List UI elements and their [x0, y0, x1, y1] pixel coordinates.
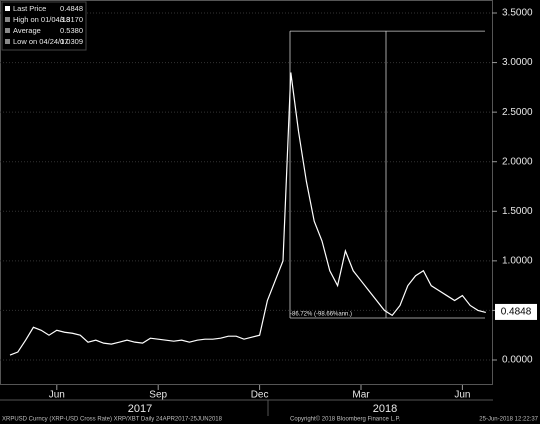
x-tick-label: Sep	[149, 390, 167, 401]
legend-name: High on 01/04/18	[13, 15, 70, 24]
legend-swatch	[5, 6, 10, 11]
legend-name: Low on 04/24/17	[13, 37, 68, 46]
y-tick-label: 3.0000	[502, 57, 533, 68]
footer-center: Copyright© 2018 Bloomberg Finance L.P.	[290, 416, 401, 423]
y-tick-label: 2.5000	[502, 107, 533, 118]
legend-swatch	[5, 28, 10, 33]
legend-swatch	[5, 39, 10, 44]
y-tick-label: 3.5000	[502, 8, 533, 19]
year-label: 2018	[373, 403, 397, 415]
x-tick-label: Dec	[251, 390, 269, 401]
legend-value: 0.0309	[60, 37, 83, 46]
y-tick-label: 0.0000	[502, 355, 533, 366]
legend-value: 0.5380	[60, 26, 83, 35]
annotation: -86.72% (-98.66%ann.)	[290, 312, 352, 318]
year-label: 2017	[128, 403, 152, 415]
last-price-box	[495, 303, 537, 320]
y-tick-label: 2.0000	[502, 156, 533, 167]
legend-box	[1, 1, 87, 51]
y-tick-label: 1.5000	[502, 206, 533, 217]
legend-value: 0.4848	[60, 4, 83, 13]
x-tick-label: Mar	[352, 390, 370, 401]
plot-frame	[0, 0, 493, 385]
footer-right: 25-Jun-2018 12:22:37	[479, 417, 538, 423]
legend-name: Last Price	[13, 4, 46, 13]
legend-swatch	[5, 17, 10, 22]
footer-left: XRPUSD Curncy (XRP-USD Cross Rate) XRP/X…	[2, 417, 223, 423]
x-tick-label: Jun	[454, 390, 470, 401]
x-tick-label: Jun	[49, 390, 65, 401]
price-line	[9, 72, 486, 356]
legend-value: 3.3170	[60, 15, 83, 24]
y-tick-label: 1.0000	[502, 255, 533, 266]
last-price-label: 0.4848	[501, 307, 532, 318]
legend-name: Average	[13, 26, 41, 35]
